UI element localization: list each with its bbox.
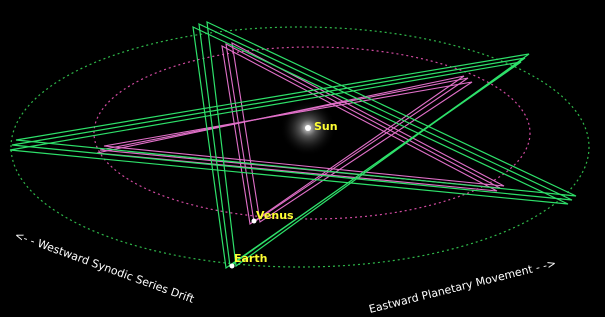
venus-label: Venus — [256, 209, 294, 222]
sun-label: Sun — [314, 120, 338, 133]
diagram: Sun Venus Earth <- - Westward Synodic Se… — [0, 0, 605, 317]
sun — [305, 125, 311, 131]
page: Sun Venus Earth <- - Westward Synodic Se… — [0, 0, 605, 317]
earth-label: Earth — [234, 252, 267, 265]
